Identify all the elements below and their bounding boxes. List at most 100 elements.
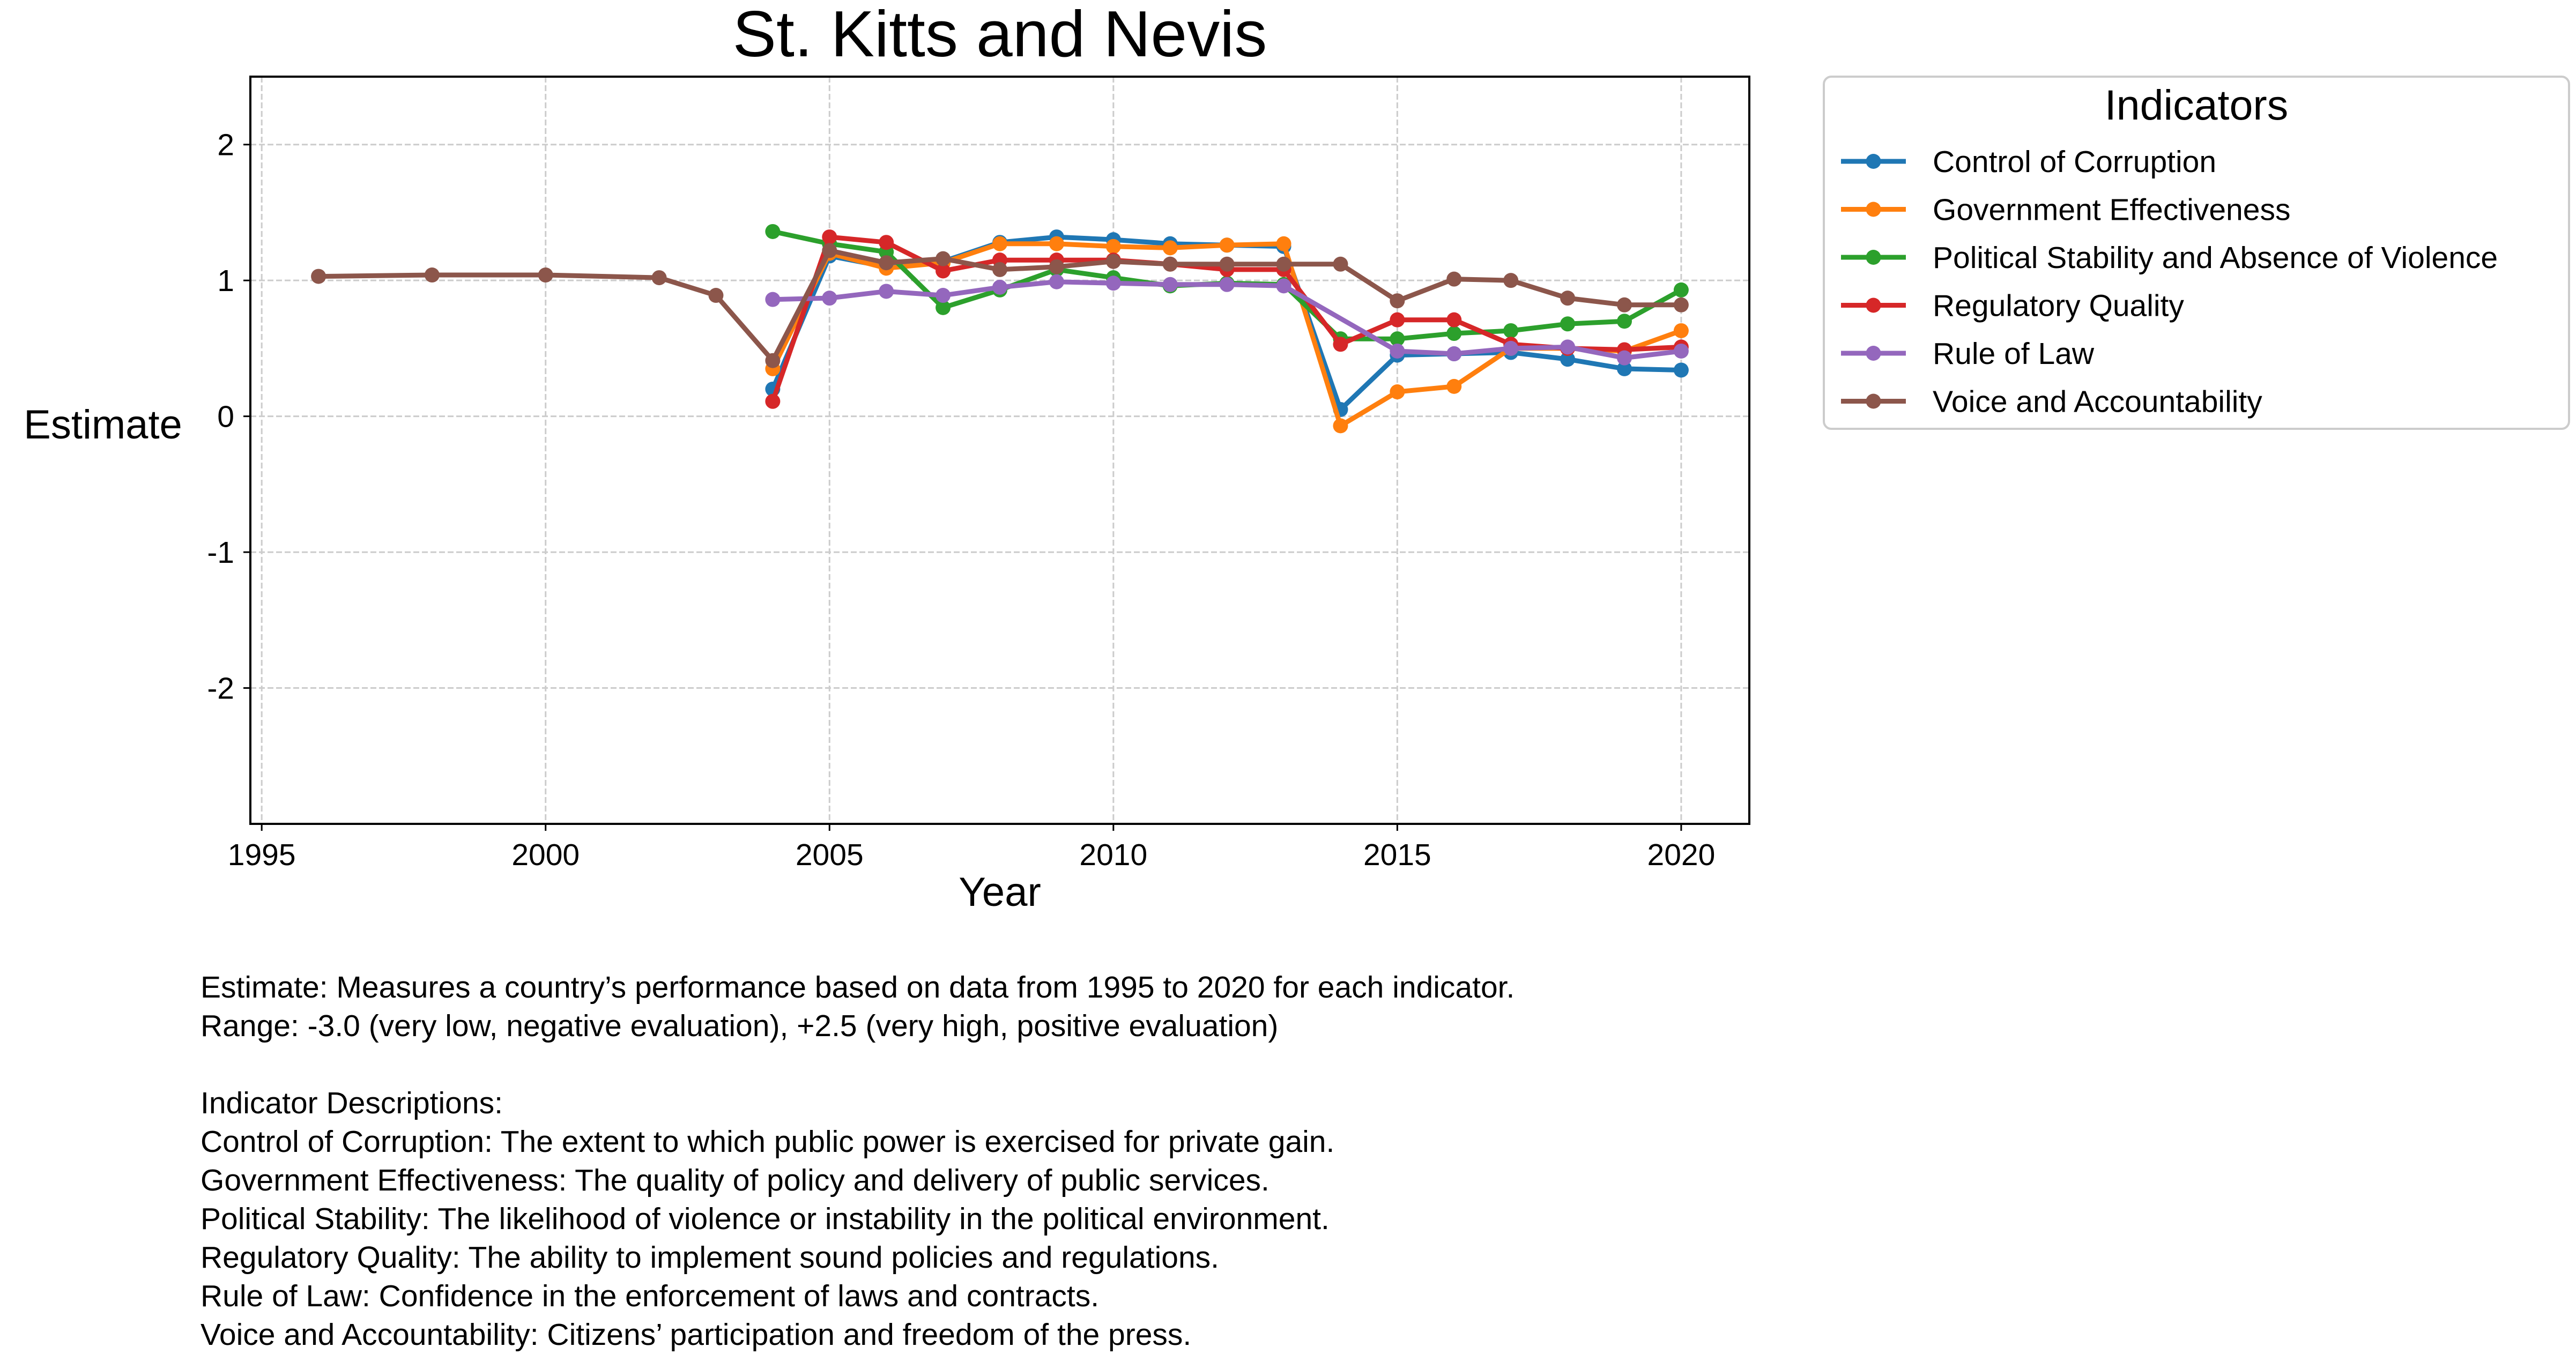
data-point — [1617, 361, 1632, 376]
data-point — [936, 300, 951, 315]
data-point — [1503, 273, 1519, 288]
data-point — [992, 279, 1007, 295]
data-point — [879, 284, 894, 299]
series-rule-of-law — [765, 274, 1689, 366]
data-point — [822, 291, 837, 306]
data-point — [1276, 256, 1291, 272]
data-point — [1049, 274, 1064, 289]
legend-item-regulatory-quality: Regulatory Quality — [1841, 289, 2184, 323]
data-point — [1503, 340, 1519, 356]
data-point — [1560, 291, 1576, 306]
data-point — [1105, 276, 1121, 291]
data-point — [708, 288, 724, 303]
series-line-rule-of-law — [773, 279, 1682, 361]
data-point — [1276, 236, 1291, 251]
data-point — [992, 262, 1007, 277]
legend-label: Rule of Law — [1933, 337, 2095, 371]
data-point — [1617, 314, 1632, 329]
legend-swatch-marker — [1866, 202, 1881, 217]
data-point — [765, 393, 781, 409]
y-tick-label: -1 — [207, 535, 234, 570]
legend-swatch-marker — [1866, 154, 1881, 169]
note-political-stability: Political Stability: The likelihood of v… — [201, 1202, 1330, 1236]
data-point — [992, 236, 1007, 251]
data-point — [1446, 346, 1462, 362]
series-line-voice-and-accountability — [318, 248, 1681, 363]
data-point — [1049, 236, 1064, 251]
legend-label: Political Stability and Absence of Viole… — [1933, 241, 2498, 275]
data-point — [311, 269, 326, 284]
data-point — [424, 267, 440, 283]
y-tick-label: 2 — [217, 128, 234, 162]
data-point — [1333, 418, 1348, 434]
data-point — [1219, 277, 1235, 292]
legend-item-political-stability-and-absence-of-violence: Political Stability and Absence of Viole… — [1841, 241, 2498, 275]
data-point — [1673, 362, 1689, 378]
data-point — [822, 243, 837, 258]
y-tick-label: 0 — [217, 400, 234, 434]
data-point — [765, 224, 781, 239]
y-tick-label: -2 — [207, 672, 234, 706]
data-point — [1333, 337, 1348, 352]
data-point — [765, 353, 781, 368]
x-tick-label: 2020 — [1647, 838, 1716, 872]
note-regulatory-quality: Regulatory Quality: The ability to imple… — [201, 1240, 1219, 1275]
data-point — [1390, 343, 1405, 359]
legend-label: Regulatory Quality — [1933, 289, 2184, 323]
data-point — [936, 288, 951, 303]
legend-swatch-marker — [1866, 250, 1881, 265]
data-point — [1219, 237, 1235, 253]
data-point — [879, 235, 894, 250]
legend-label: Government Effectiveness — [1933, 193, 2290, 227]
x-tick-label: 2005 — [796, 838, 864, 872]
legend-label: Voice and Accountability — [1933, 385, 2262, 419]
legend: Indicators Control of Corruption Governme… — [1823, 76, 2570, 430]
data-point — [1162, 256, 1178, 272]
data-point — [1673, 297, 1689, 313]
data-point — [1049, 259, 1064, 274]
data-point — [1390, 312, 1405, 328]
data-point — [1560, 316, 1576, 332]
x-axis-label: Year — [959, 869, 1041, 915]
x-tick-label: 1995 — [228, 838, 296, 872]
data-point — [1105, 239, 1121, 254]
grid-lines — [250, 77, 1749, 824]
legend-label: Control of Corruption — [1933, 145, 2216, 179]
data-point — [651, 270, 667, 286]
data-point — [538, 267, 553, 283]
legend-frame — [1823, 76, 2570, 430]
legend-swatch-marker — [1866, 393, 1881, 409]
data-point — [1617, 350, 1632, 366]
note-range: Range: -3.0 (very low, negative evaluati… — [201, 1009, 1279, 1043]
note-voice-and-accountability: Voice and Accountability: Citizens’ part… — [201, 1318, 1192, 1352]
legend-item-control-of-corruption: Control of Corruption — [1841, 145, 2216, 179]
data-point — [1560, 352, 1576, 367]
data-point — [765, 292, 781, 307]
data-point — [936, 251, 951, 266]
data-point — [1390, 293, 1405, 309]
data-point — [1276, 278, 1291, 294]
data-point — [1219, 256, 1235, 272]
legend-item-voice-and-accountability: Voice and Accountability — [1841, 385, 2262, 419]
data-point — [1503, 323, 1519, 338]
legend-item-rule-of-law: Rule of Law — [1841, 337, 2095, 371]
data-point — [1446, 271, 1462, 287]
data-point — [1390, 331, 1405, 347]
axis-ticks: 1995 2000 2005 2010 2015 2020 2 1 0 -1 -2 — [207, 128, 1715, 872]
note-descriptions-heading: Indicator Descriptions: — [201, 1086, 503, 1120]
data-point — [1333, 256, 1348, 272]
data-point — [1673, 323, 1689, 338]
note-government-effectiveness: Government Effectiveness: The quality of… — [201, 1163, 1270, 1197]
x-tick-label: 2015 — [1363, 838, 1431, 872]
data-point — [1560, 339, 1576, 355]
series-voice-and-accountability — [311, 243, 1689, 368]
data-point — [1446, 378, 1462, 394]
series-regulatory-quality — [765, 229, 1689, 409]
data-point — [1446, 326, 1462, 341]
legend-swatch-marker — [1866, 346, 1881, 361]
legend-item-government-effectiveness: Government Effectiveness — [1841, 193, 2290, 227]
note-estimate: Estimate: Measures a country’s performan… — [201, 970, 1515, 1005]
data-point — [1446, 312, 1462, 328]
y-tick-label: 1 — [217, 264, 234, 298]
